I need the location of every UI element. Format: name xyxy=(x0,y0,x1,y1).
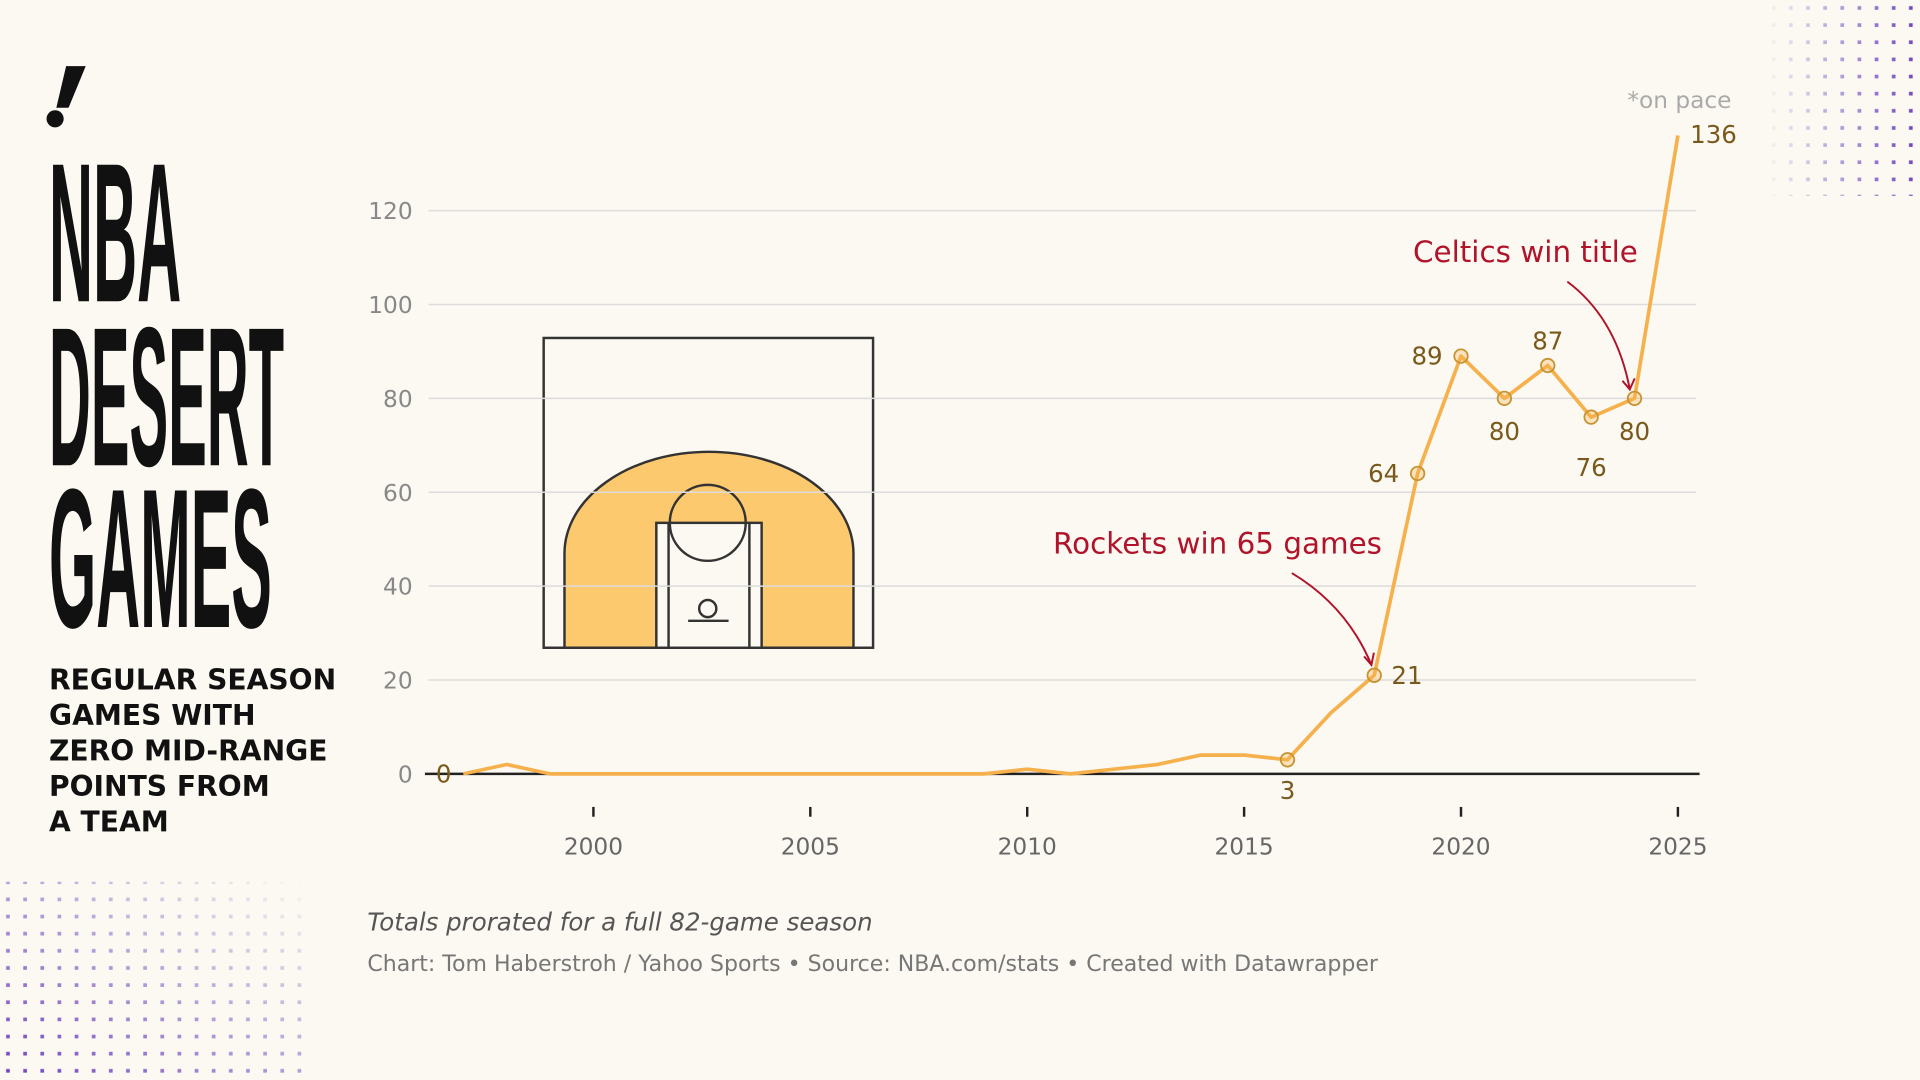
annotation: *on pace xyxy=(1627,87,1731,114)
x-tick-label: 2005 xyxy=(781,834,840,861)
source: Chart: Tom Haberstroh / Yahoo Sports • S… xyxy=(367,952,1379,977)
subtitle: GAMES WITH xyxy=(49,699,256,732)
annotation-arrow xyxy=(1621,377,1636,392)
data-label: 3 xyxy=(1280,776,1296,805)
annotation: Celtics win title xyxy=(1413,235,1638,269)
logo xyxy=(46,66,86,128)
data-label: 80 xyxy=(1489,417,1520,446)
point xyxy=(1626,390,1643,407)
data-label: 64 xyxy=(1368,459,1399,488)
title: NBA xyxy=(49,122,181,344)
subtitle: POINTS FROM xyxy=(49,770,270,803)
title: GAMES xyxy=(49,448,272,670)
point xyxy=(1453,348,1469,364)
y-tick-label: 20 xyxy=(383,668,413,695)
y-tick-label: 80 xyxy=(383,386,413,413)
note: Totals prorated for a full 82-game seaso… xyxy=(367,908,872,937)
y-tick-label: 0 xyxy=(398,761,413,788)
data-label: 80 xyxy=(1619,417,1650,446)
dot-pattern xyxy=(1763,0,1920,196)
x-tick-label: 2020 xyxy=(1431,834,1490,861)
data-label: 136 xyxy=(1690,120,1737,149)
data-label: 21 xyxy=(1391,661,1422,690)
point xyxy=(1409,465,1426,482)
dot-pattern xyxy=(0,881,307,1080)
data-label: 0 xyxy=(436,759,452,788)
point xyxy=(1540,357,1556,374)
x-tick-label: 2000 xyxy=(564,834,623,861)
y-tick-label: 40 xyxy=(383,574,413,601)
y-tick-label: 100 xyxy=(368,292,412,319)
data-label: 89 xyxy=(1411,342,1442,371)
subtitle: A TEAM xyxy=(49,805,169,838)
x-tick-label: 2025 xyxy=(1648,834,1707,861)
annotation: Rockets win 65 games xyxy=(1053,526,1382,560)
x-tick-label: 2010 xyxy=(998,834,1057,861)
y-tick-label: 60 xyxy=(383,480,413,507)
annotation-arrow xyxy=(1566,280,1631,390)
subtitle: REGULAR SEASON xyxy=(49,663,336,696)
annotation-arrow xyxy=(1363,652,1375,668)
y-tick-label: 120 xyxy=(368,198,412,225)
title: DESERT xyxy=(49,286,284,508)
x-tick-label: 2015 xyxy=(1215,834,1274,861)
point xyxy=(1583,409,1599,425)
line xyxy=(462,135,1680,776)
point xyxy=(1279,752,1296,768)
point xyxy=(1366,667,1382,683)
point xyxy=(1496,390,1513,407)
annotation-arrow xyxy=(1291,572,1373,666)
subtitle: ZERO MID-RANGE xyxy=(49,734,328,767)
data-label: 76 xyxy=(1576,453,1607,482)
data-label: 87 xyxy=(1532,327,1563,356)
